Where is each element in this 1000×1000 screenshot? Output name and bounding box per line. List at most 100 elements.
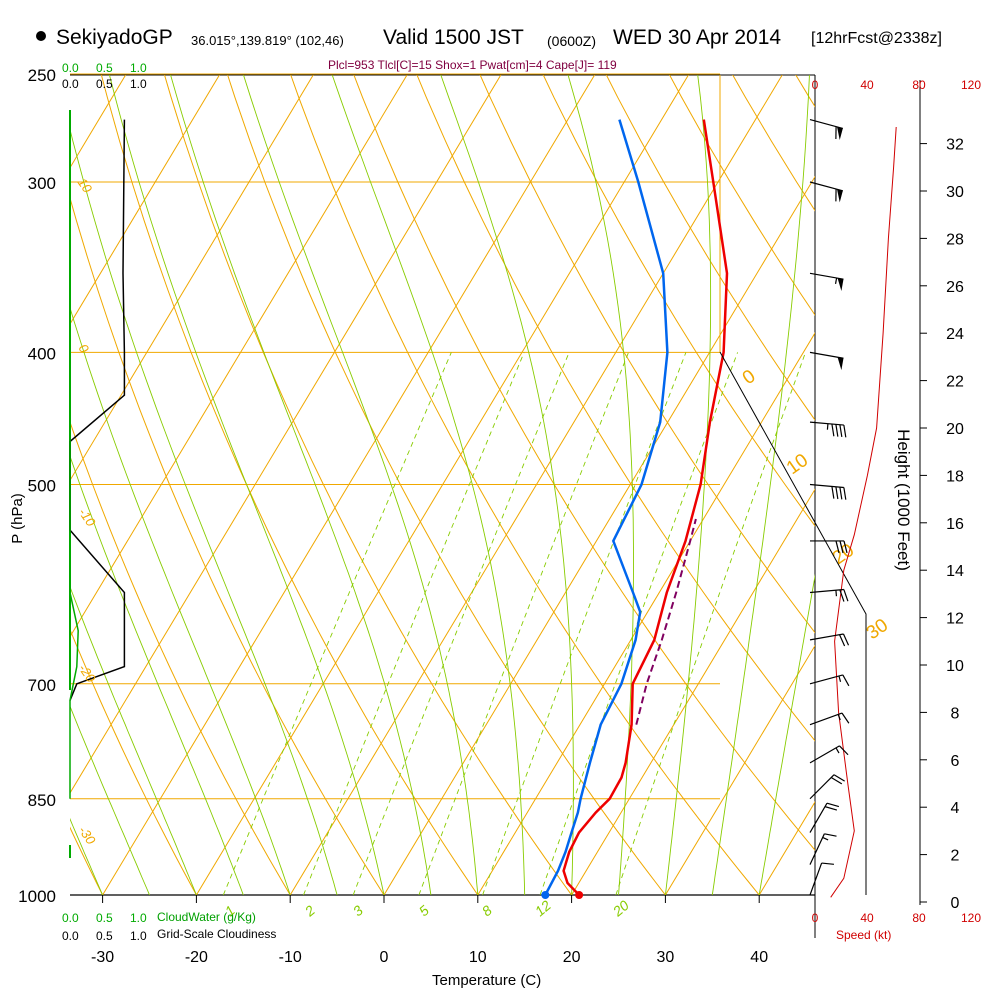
temperature-tick-label: 30 <box>657 949 675 966</box>
pressure-tick-label: 300 <box>28 174 56 193</box>
wind-barb-full <box>839 487 843 500</box>
wind-barb-half <box>838 675 842 682</box>
wind-barb-full <box>843 487 847 500</box>
wind-barb-staff <box>809 421 844 426</box>
cloud-water-tick-bottom: 0.5 <box>96 911 113 925</box>
moist-adiabat-line <box>170 75 432 895</box>
wind-barb-full <box>842 633 850 646</box>
dry-adiabat-line <box>70 628 197 895</box>
isotherm-line <box>70 75 502 794</box>
valid-time: Valid 1500 JST <box>383 26 524 49</box>
wind-barb-full <box>843 540 848 554</box>
wind-barb-full <box>843 424 847 438</box>
surface-temperature-dot <box>575 891 584 899</box>
wind-barb-full <box>821 862 834 865</box>
wind-barb <box>809 862 834 896</box>
valid-utc: (0600Z) <box>547 33 597 49</box>
cloud-water-tick-top: 0.5 <box>96 61 113 75</box>
mixing-ratio-line <box>352 352 570 895</box>
moist-adiabat-line <box>243 75 479 895</box>
height-tick-label: 22 <box>946 374 964 391</box>
isotherm-line <box>477 332 815 895</box>
dry-adiabat-label: 0 <box>76 341 93 356</box>
isotherm-line <box>70 75 314 482</box>
station-coords: 36.015°,139.819° (102,46) <box>191 33 344 48</box>
isotherm-line <box>853 75 1000 895</box>
cloud-water-label: CloudWater (g/Kg) <box>157 910 256 924</box>
height-tick-label: 30 <box>946 184 964 201</box>
wind-barb <box>809 272 844 292</box>
wind-barb-full <box>839 424 843 438</box>
mixing-ratio-line <box>539 352 739 895</box>
dry-adiabat-line <box>542 75 815 527</box>
wind-barb <box>809 483 847 500</box>
wind-barb <box>809 119 843 140</box>
isotherm-line <box>102 75 596 895</box>
mixing-ratio-label: 8 <box>479 902 495 919</box>
moist-adiabat-line <box>70 585 197 895</box>
height-tick-label: 18 <box>946 468 964 485</box>
wind-barb-pennant <box>837 278 844 292</box>
isotherm-line <box>70 75 220 325</box>
moist-adiabat-line <box>70 705 150 895</box>
cloud-water-line <box>69 119 79 799</box>
wind-barb <box>809 712 850 726</box>
wind-barb-half <box>835 590 838 597</box>
mixing-ratio-label: 20 <box>609 897 632 920</box>
isotherm-label: 0 <box>739 366 760 389</box>
wind-barb-half <box>834 277 838 284</box>
wind-speed-line <box>830 126 897 898</box>
isotherm-line <box>70 75 408 638</box>
mixing-ratio-label: 3 <box>350 902 366 919</box>
wind-barb <box>809 674 850 687</box>
forecast-info: [12hrFcst@2338z] <box>811 30 942 47</box>
dry-adiabat-line <box>795 75 815 108</box>
wind-barb-full <box>839 540 844 554</box>
valid-date: WED 30 Apr 2014 <box>613 26 782 49</box>
isotherm-line <box>195 75 689 895</box>
temperature-tick-label: 10 <box>469 949 487 966</box>
wind-barb-full <box>835 486 839 500</box>
dry-adiabat-line <box>100 75 479 895</box>
wind-barb-staff <box>809 483 844 489</box>
dry-adiabat-label: -30 <box>76 823 100 848</box>
isotherm-line <box>664 644 815 895</box>
dry-adiabat-line <box>290 75 760 895</box>
station-name: SekiyadoGP <box>56 26 173 49</box>
wind-barb-full <box>824 833 837 837</box>
pressure-tick-label: 250 <box>28 66 56 85</box>
dry-adiabat-line <box>479 75 815 634</box>
pressure-tick-label: 700 <box>28 676 56 695</box>
speed-tick-bottom: 40 <box>860 911 874 925</box>
speed-tick-top: 40 <box>860 78 874 92</box>
wind-barb-staff <box>809 862 823 896</box>
mixing-ratio-label: 2 <box>301 902 318 920</box>
height-tick-label: 2 <box>951 848 960 865</box>
height-tick-label: 8 <box>951 705 960 722</box>
wind-barb-full <box>826 802 840 808</box>
moist-adiabat-line <box>758 573 815 895</box>
dry-adiabat-line <box>353 75 815 851</box>
cloudiness-tick-top: 0.0 <box>62 77 79 91</box>
wind-barb <box>809 774 845 800</box>
dry-adiabat-label: 10 <box>75 175 96 196</box>
wind-barb-half <box>835 747 840 754</box>
wind-barb-pennant <box>837 189 843 203</box>
isotherm-line <box>383 175 815 895</box>
wind-barb-full <box>839 745 849 756</box>
cloudiness-tick-top: 0.5 <box>96 77 113 91</box>
pressure-axis-label: P (hPa) <box>8 493 26 544</box>
dry-adiabat-line <box>843 50 1000 895</box>
isotherm-line <box>289 75 783 895</box>
wind-barb-pennant <box>837 357 844 371</box>
height-tick-label: 20 <box>946 421 964 438</box>
wind-barb-staff <box>809 802 828 833</box>
height-tick-label: 16 <box>946 516 964 533</box>
temperature-profile <box>562 119 729 896</box>
moist-adiabat-line <box>70 454 244 895</box>
wind-barb-staff <box>809 633 844 641</box>
wind-barb-staff <box>809 745 840 764</box>
cloud-water-tick-top: 1.0 <box>130 61 147 75</box>
cloudiness-label: Grid-Scale Cloudiness <box>157 927 277 941</box>
temperature-tick-label: -30 <box>91 949 114 966</box>
